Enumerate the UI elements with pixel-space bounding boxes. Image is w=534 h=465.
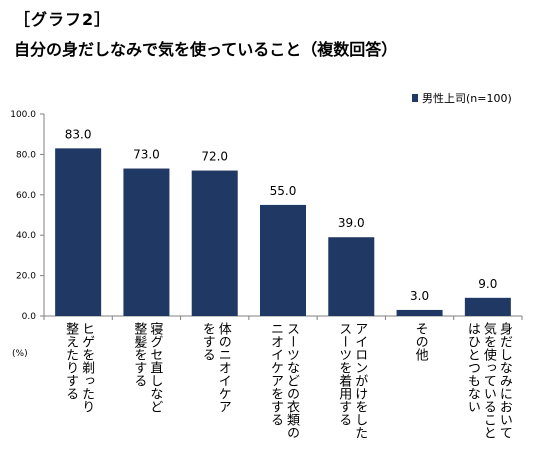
legend: 男性上司(n=100) (412, 90, 512, 106)
bar (55, 148, 102, 316)
bar-value-label: 39.0 (338, 216, 365, 230)
y-tick-label: 80.0 (16, 150, 36, 160)
bar (328, 237, 375, 316)
bar-value-label: 55.0 (270, 184, 297, 198)
category-label: 身だしなみにおいて 気を使っていること はひとつもない (464, 322, 512, 439)
figure-tag: ［グラフ2］ (14, 10, 112, 29)
bar (396, 309, 443, 316)
category-label: アイロンがけをした スーツを着用する (336, 322, 368, 439)
unit-label: (%) (12, 349, 28, 359)
legend-swatch (412, 94, 418, 102)
bar-value-label: 3.0 (410, 289, 429, 303)
bar (191, 170, 238, 316)
bar-value-label: 9.0 (478, 277, 497, 291)
y-tick-label: 0.0 (22, 312, 37, 322)
y-tick-label: 40.0 (16, 231, 36, 241)
bar (123, 168, 170, 316)
bar-value-label: 72.0 (201, 150, 228, 164)
bar-value-label: 83.0 (65, 127, 92, 141)
bar (464, 297, 511, 316)
legend-label: 男性上司(n=100) (422, 92, 512, 105)
y-tick-label: 20.0 (16, 272, 36, 282)
category-label: ヒゲを剃ったり 整えたりする (63, 322, 95, 413)
category-label: 寝グセ直しなど 整髪をする (131, 322, 163, 413)
category-label: スーツなどの衣類の ニオイケアをする (268, 322, 299, 439)
y-tick-label: 100.0 (10, 110, 36, 120)
bar-value-label: 73.0 (133, 148, 160, 162)
bar (260, 204, 306, 316)
category-label: その他 (412, 322, 428, 361)
chart-title: 自分の身だしなみで気を使っていること（複数回答） (14, 40, 398, 59)
category-label: 体のニオイケア をする (199, 322, 231, 413)
y-tick-label: 60.0 (16, 191, 36, 201)
